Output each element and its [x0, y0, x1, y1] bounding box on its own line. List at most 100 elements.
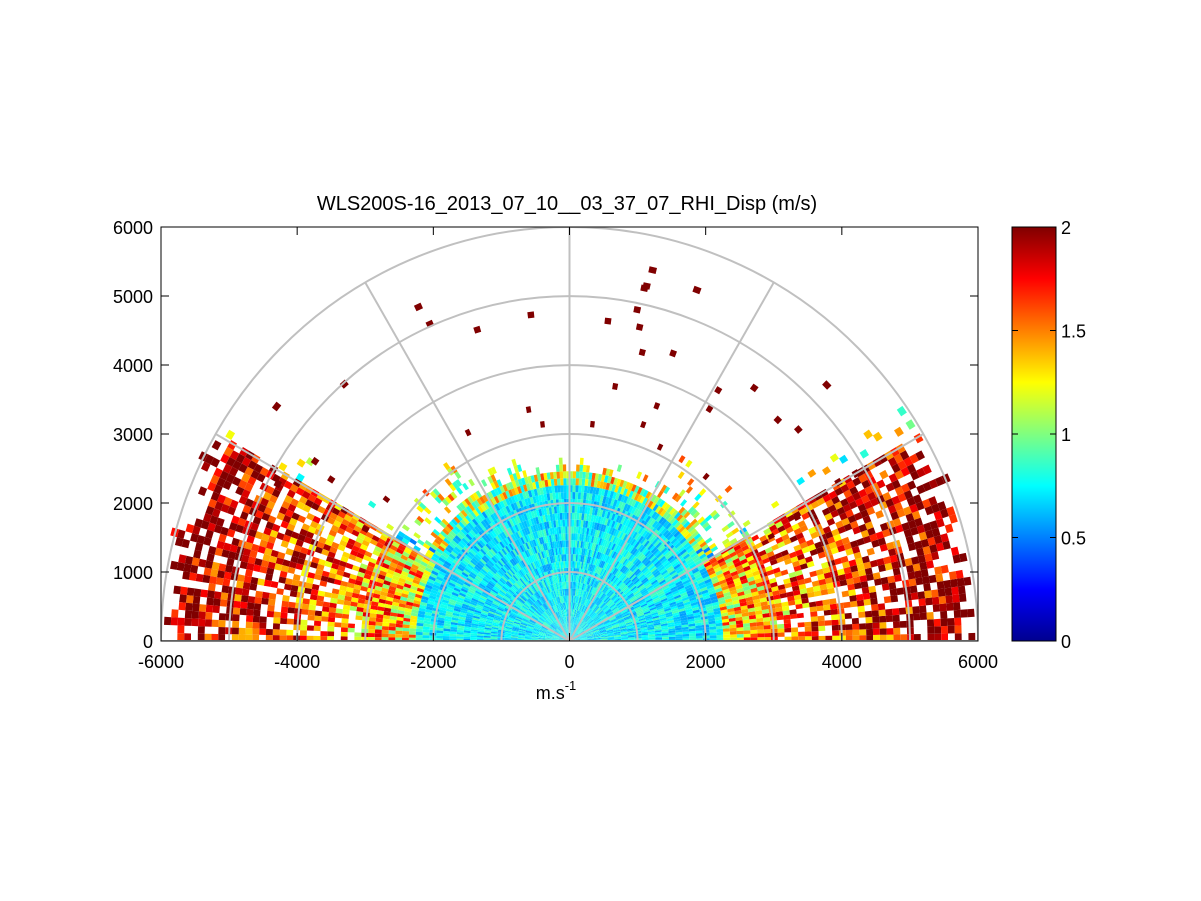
- data-cell: [547, 585, 551, 593]
- data-cell: [213, 524, 223, 534]
- data-cell: [501, 587, 508, 593]
- data-cell: [538, 544, 543, 552]
- data-cell: [695, 535, 703, 543]
- data-cell: [574, 617, 577, 624]
- data-cell: [566, 602, 568, 610]
- data-cell: [922, 498, 931, 509]
- data-cell: [721, 615, 729, 620]
- data-cell: [815, 568, 824, 576]
- data-cell: [915, 501, 925, 511]
- data-cell: [291, 579, 300, 587]
- data-cell: [657, 507, 664, 515]
- data-cell: [611, 595, 618, 601]
- data-cell: [585, 629, 592, 634]
- data-cell: [264, 547, 273, 556]
- data-cell: [541, 522, 546, 530]
- data-cell: [665, 563, 672, 570]
- data-cell: [675, 599, 683, 604]
- data-cell: [515, 572, 521, 580]
- data-cell: [361, 539, 370, 547]
- data-cell: [558, 547, 562, 555]
- data-cell: [589, 602, 594, 609]
- data-cell: [850, 540, 859, 548]
- data-cell: [265, 573, 273, 581]
- data-cell: [942, 540, 951, 550]
- data-cell: [405, 560, 413, 567]
- data-cell: [657, 490, 664, 498]
- data-cell: [493, 585, 501, 592]
- data-cell: [491, 588, 499, 595]
- data-cell: [842, 503, 852, 513]
- data-cell: [674, 542, 682, 549]
- data-cell: [398, 557, 407, 565]
- data-cell: [910, 470, 920, 481]
- data-cell: [610, 535, 615, 543]
- data-cell: [678, 506, 686, 515]
- data-cell: [857, 605, 865, 613]
- data-cell: [573, 638, 580, 640]
- data-cell: [565, 616, 567, 624]
- data-cell: [578, 478, 583, 486]
- data-cell: [628, 595, 636, 601]
- data-cell: [486, 508, 493, 516]
- data-cell: [573, 602, 575, 610]
- data-cell: [551, 614, 556, 621]
- data-cell: [607, 637, 615, 639]
- data-cell: [649, 518, 656, 526]
- data-cell: [729, 621, 737, 625]
- data-cell: [352, 588, 361, 595]
- data-cell: [578, 630, 584, 635]
- data-cell: [579, 596, 582, 604]
- data-cell: [646, 561, 653, 568]
- data-cell: [604, 496, 610, 505]
- data-cell: [572, 616, 574, 624]
- data-cell: [489, 531, 496, 539]
- data-cell: [555, 629, 562, 634]
- data-cell: [891, 561, 900, 570]
- data-cell: [566, 588, 568, 596]
- data-cell: [291, 512, 300, 521]
- data-cell: [555, 620, 560, 627]
- data-cell: [496, 552, 503, 560]
- data-cell: [571, 595, 573, 603]
- data-cell: [912, 606, 920, 614]
- data-cell: [612, 625, 620, 629]
- data-cell: [904, 557, 913, 567]
- data-cell: [937, 501, 947, 511]
- data-cell: [565, 630, 569, 638]
- data-cell: [556, 611, 561, 619]
- data-cell: [546, 549, 550, 557]
- data-cell: [537, 523, 541, 531]
- data-cell: [615, 515, 621, 523]
- data-cell: [516, 614, 524, 619]
- data-cell: [471, 518, 479, 526]
- data-cell: [620, 557, 627, 564]
- data-cell: [587, 585, 591, 593]
- data-cell: [747, 576, 755, 583]
- data-cell: [691, 604, 699, 609]
- data-cell: [436, 559, 445, 566]
- data-cell: [541, 529, 545, 537]
- data-cell: [535, 610, 542, 616]
- data-cell: [517, 530, 523, 538]
- data-cell: [547, 630, 554, 634]
- data-cell: [625, 543, 631, 551]
- data-cell: [537, 608, 543, 615]
- data-cell: [561, 617, 564, 625]
- data-cell: [671, 519, 679, 527]
- data-cell: [672, 614, 680, 618]
- data-cell: [879, 522, 889, 532]
- data-cell: [636, 611, 644, 616]
- data-cell: [548, 627, 555, 632]
- data-cell: [714, 566, 722, 573]
- data-cell: [452, 615, 460, 619]
- data-cell: [580, 554, 583, 562]
- data-cell: [561, 596, 564, 603]
- data-cell: [653, 598, 661, 604]
- data-cell: [553, 621, 559, 628]
- data-cell: [580, 597, 584, 605]
- data-cell: [714, 613, 722, 618]
- data-cell: [549, 513, 554, 522]
- data-cell: [601, 616, 608, 621]
- data-cell: [600, 632, 607, 635]
